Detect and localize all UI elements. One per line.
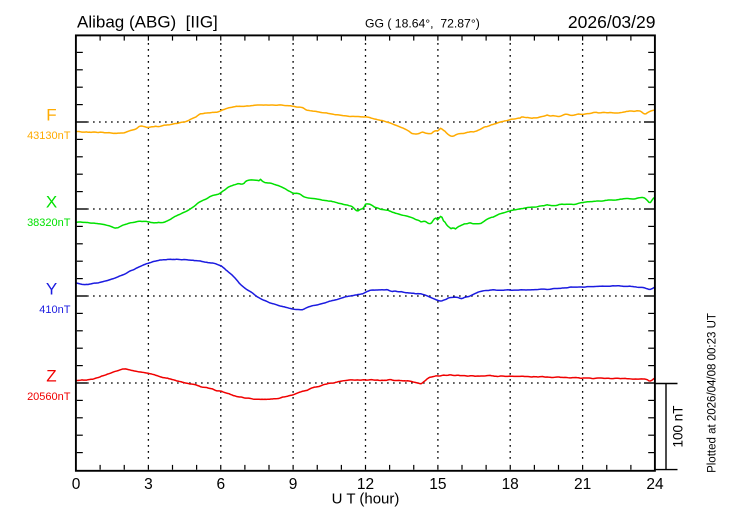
- svg-text:F: F: [46, 106, 56, 125]
- svg-text:43130nT: 43130nT: [27, 130, 71, 142]
- svg-text:2026/03/29: 2026/03/29: [568, 12, 656, 32]
- svg-text:24: 24: [646, 476, 664, 493]
- svg-text:9: 9: [289, 476, 298, 493]
- svg-text:X: X: [46, 193, 57, 212]
- svg-text:Y: Y: [46, 280, 57, 299]
- svg-text:Alibag (ABG) [IIG]: Alibag (ABG) [IIG]: [77, 13, 218, 32]
- svg-text:15: 15: [429, 476, 446, 493]
- svg-text:3: 3: [144, 476, 153, 493]
- svg-text:38320nT: 38320nT: [27, 217, 71, 229]
- svg-text:410nT: 410nT: [39, 304, 70, 316]
- svg-text:0: 0: [72, 476, 81, 493]
- svg-text:18: 18: [502, 476, 519, 493]
- svg-text:6: 6: [216, 476, 225, 493]
- svg-text:12: 12: [357, 476, 374, 493]
- svg-text:100 nT: 100 nT: [671, 405, 686, 447]
- svg-text:20560nT: 20560nT: [27, 391, 71, 403]
- svg-text:21: 21: [574, 476, 591, 493]
- svg-text:Z: Z: [46, 367, 56, 386]
- svg-text:Plotted at 2026/04/08 00:23 UT: Plotted at 2026/04/08 00:23 UT: [706, 313, 718, 473]
- svg-text:U T (hour): U T (hour): [332, 491, 400, 508]
- svg-text:GG ( 18.64°, 72.87°): GG ( 18.64°, 72.87°): [365, 16, 480, 30]
